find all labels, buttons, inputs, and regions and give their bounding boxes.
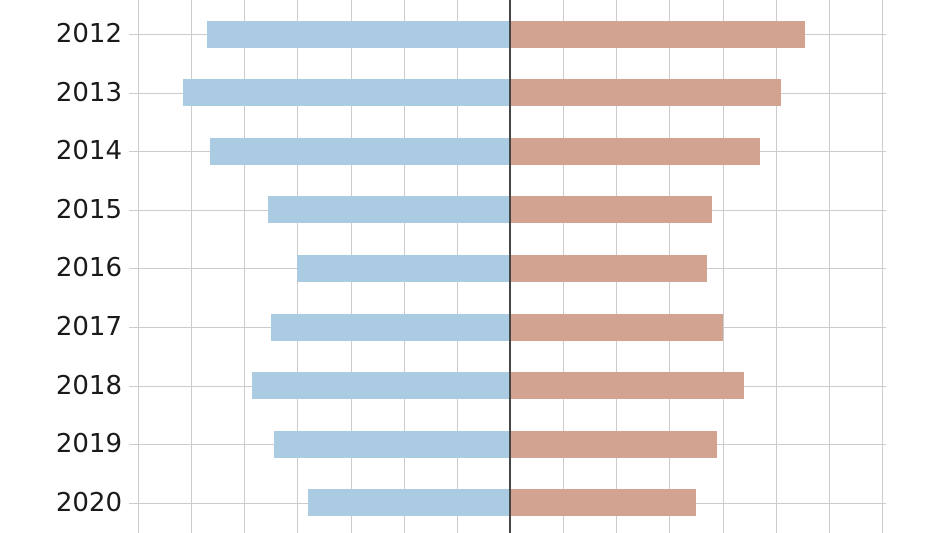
left-bar xyxy=(273,430,510,458)
left-bar xyxy=(297,254,510,282)
vertical-gridline xyxy=(828,0,830,533)
right-bar xyxy=(510,137,760,165)
left-bar xyxy=(270,313,510,341)
y-axis-tick-label: 2014 xyxy=(55,136,122,167)
left-bar xyxy=(252,372,510,400)
y-axis-tick-label: 2018 xyxy=(55,370,122,401)
left-bar xyxy=(308,489,510,517)
y-axis-tick-label: 2016 xyxy=(55,253,122,284)
right-bar xyxy=(510,430,718,458)
left-bar xyxy=(268,196,510,224)
right-bar xyxy=(510,196,712,224)
y-axis-tick-label: 2017 xyxy=(55,312,122,342)
right-bar xyxy=(510,313,723,341)
vertical-gridline xyxy=(882,0,883,533)
zero-axis-line xyxy=(509,0,511,533)
right-bar xyxy=(510,79,782,107)
right-bar xyxy=(510,254,707,282)
right-bar xyxy=(510,20,805,48)
vertical-gridline xyxy=(722,0,724,533)
y-axis-tick-label: 2019 xyxy=(55,429,122,460)
left-bar xyxy=(207,20,510,48)
vertical-gridline xyxy=(138,0,139,533)
vertical-gridline xyxy=(191,0,193,533)
right-bar xyxy=(510,372,744,400)
y-axis-tick-label: 2013 xyxy=(55,77,122,108)
left-bar xyxy=(209,137,510,165)
vertical-gridline xyxy=(775,0,777,533)
right-bar xyxy=(510,489,696,517)
y-axis-tick-label: 2012 xyxy=(55,19,122,49)
y-axis-tick-label: 2020 xyxy=(55,487,122,518)
y-axis-tick-label: 2015 xyxy=(55,194,122,225)
left-bar xyxy=(183,79,510,107)
vertical-gridline xyxy=(244,0,246,533)
